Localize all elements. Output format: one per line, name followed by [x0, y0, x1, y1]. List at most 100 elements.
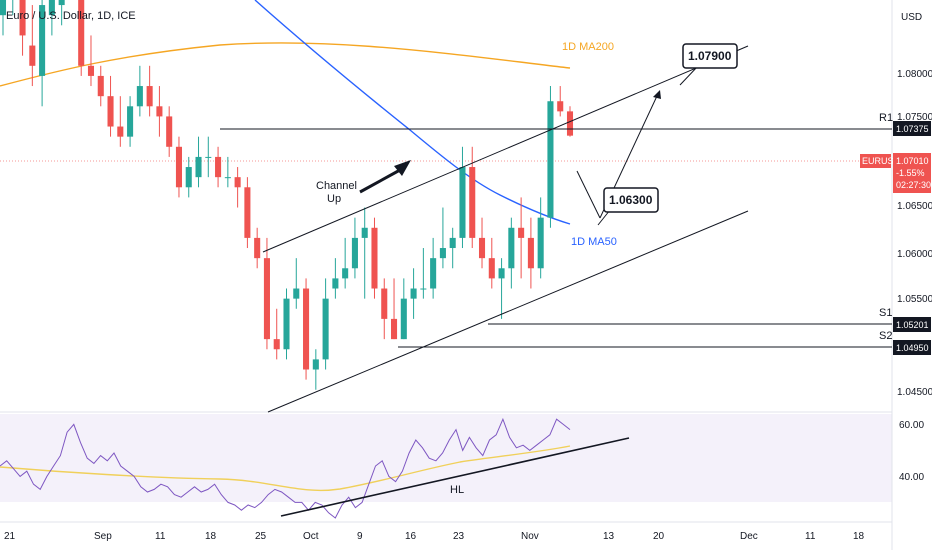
- candle-up: [498, 268, 505, 279]
- channel-label-line2: Up: [327, 193, 341, 205]
- candle-down: [244, 187, 251, 238]
- ma200-label: 1D MA200: [562, 41, 614, 53]
- candle-down: [273, 339, 280, 350]
- r1-tag-text: 1.07375: [896, 124, 929, 134]
- price-axis-label: 1.05500: [897, 294, 932, 305]
- candle-down: [156, 106, 163, 117]
- candle-up: [547, 101, 554, 218]
- candle-up: [322, 298, 329, 360]
- rsi-hl-label: HL: [450, 484, 464, 496]
- candle-up: [508, 227, 515, 269]
- candle-down: [117, 126, 124, 137]
- time-axis-label: 9: [357, 531, 363, 542]
- candle-up: [449, 237, 456, 249]
- time-axis-label: 18: [205, 531, 217, 542]
- candle-down: [391, 318, 398, 340]
- candle-up: [361, 227, 368, 238]
- time-axis-label: 25: [255, 531, 267, 542]
- candle-down: [527, 237, 534, 269]
- candle-down: [107, 96, 114, 127]
- candle-down: [263, 258, 270, 340]
- candle-up: [400, 298, 407, 340]
- callout-low-text: 1.06300: [609, 193, 653, 207]
- callout-high-box[interactable]: [682, 43, 738, 69]
- rsi-axis-label: 40.00: [899, 472, 924, 483]
- candle-up: [351, 237, 358, 269]
- candle-down: [469, 167, 476, 238]
- candle-up: [205, 156, 212, 158]
- candle-down: [87, 65, 95, 76]
- time-axis-label: 23: [453, 531, 465, 542]
- candle-up: [39, 5, 46, 76]
- candle-up: [185, 167, 192, 188]
- candle-down: [566, 111, 574, 136]
- time-axis-label: 11: [805, 531, 816, 542]
- time-axis-label: 11: [155, 531, 166, 542]
- candle-down: [78, 0, 85, 66]
- candle-down: [215, 156, 222, 178]
- candle-up: [293, 288, 300, 299]
- candle-down: [518, 227, 525, 238]
- candle-up: [342, 268, 349, 279]
- time-axis-label: 13: [603, 531, 615, 542]
- r1-label: R1: [879, 112, 893, 124]
- price-tag-price: 1.07010: [896, 156, 929, 166]
- candle-up: [195, 156, 202, 178]
- candle-down: [234, 177, 241, 188]
- time-axis-label: 16: [405, 531, 417, 542]
- s1-tag-text: 1.05201: [896, 320, 929, 330]
- candle-down: [371, 227, 378, 289]
- s2-label: S2: [879, 330, 892, 342]
- candle-up: [439, 248, 446, 259]
- rsi-band: [0, 414, 892, 502]
- rsi-trendline: [280, 437, 630, 517]
- candle-down: [166, 116, 173, 147]
- candle-up: [283, 298, 290, 350]
- ma50-line: [254, 0, 571, 225]
- candle-up: [420, 288, 427, 290]
- channel-arrowhead: [394, 160, 411, 176]
- s2-tag: [893, 340, 931, 355]
- candle-up: [48, 0, 55, 16]
- s1-tag: [893, 317, 931, 332]
- time-axis-label: Nov: [521, 531, 539, 542]
- callout-high-text: 1.07900: [688, 49, 732, 63]
- candle-up: [224, 177, 231, 179]
- candle-down: [254, 237, 261, 259]
- projection-arrowhead: [653, 90, 661, 99]
- price-tag-time: 02:27:30: [896, 180, 931, 190]
- price-tag: [893, 153, 931, 193]
- time-axis-label: Oct: [303, 531, 319, 542]
- rsi-ma-line: [0, 445, 571, 492]
- time-axis-label: 20: [653, 531, 665, 542]
- candle-down: [19, 0, 26, 36]
- ma200-line: [0, 42, 571, 87]
- time-axis-label: 21: [4, 531, 16, 542]
- projection-path-down: [576, 170, 601, 219]
- candles-group: [0, 0, 574, 390]
- candle-down: [146, 86, 153, 107]
- s2-tag-text: 1.04950: [896, 343, 929, 353]
- candle-down: [97, 75, 104, 97]
- channel-upper-line: [262, 45, 749, 253]
- candle-down: [175, 146, 182, 188]
- channel-lower-line: [267, 210, 749, 413]
- candle-up: [459, 167, 466, 238]
- chart-title: Euro / U.S. Dollar, 1D, ICE: [6, 10, 136, 22]
- channel-arrow: [359, 168, 401, 194]
- s1-label: S1: [879, 307, 892, 319]
- price-tag-change: -1.55%: [896, 168, 925, 178]
- callout-low-box[interactable]: [603, 187, 659, 213]
- currency-label: USD: [901, 12, 922, 23]
- candle-up: [430, 258, 437, 289]
- price-axis-label: 1.06500: [897, 201, 932, 212]
- candle-down: [303, 288, 310, 370]
- candle-down: [557, 101, 564, 112]
- time-axis-label: Sep: [94, 531, 112, 542]
- candle-up: [537, 217, 544, 269]
- candle-up: [58, 0, 65, 6]
- candle-down: [29, 45, 36, 66]
- rsi-line: [0, 417, 571, 519]
- r1-tag: [893, 121, 931, 136]
